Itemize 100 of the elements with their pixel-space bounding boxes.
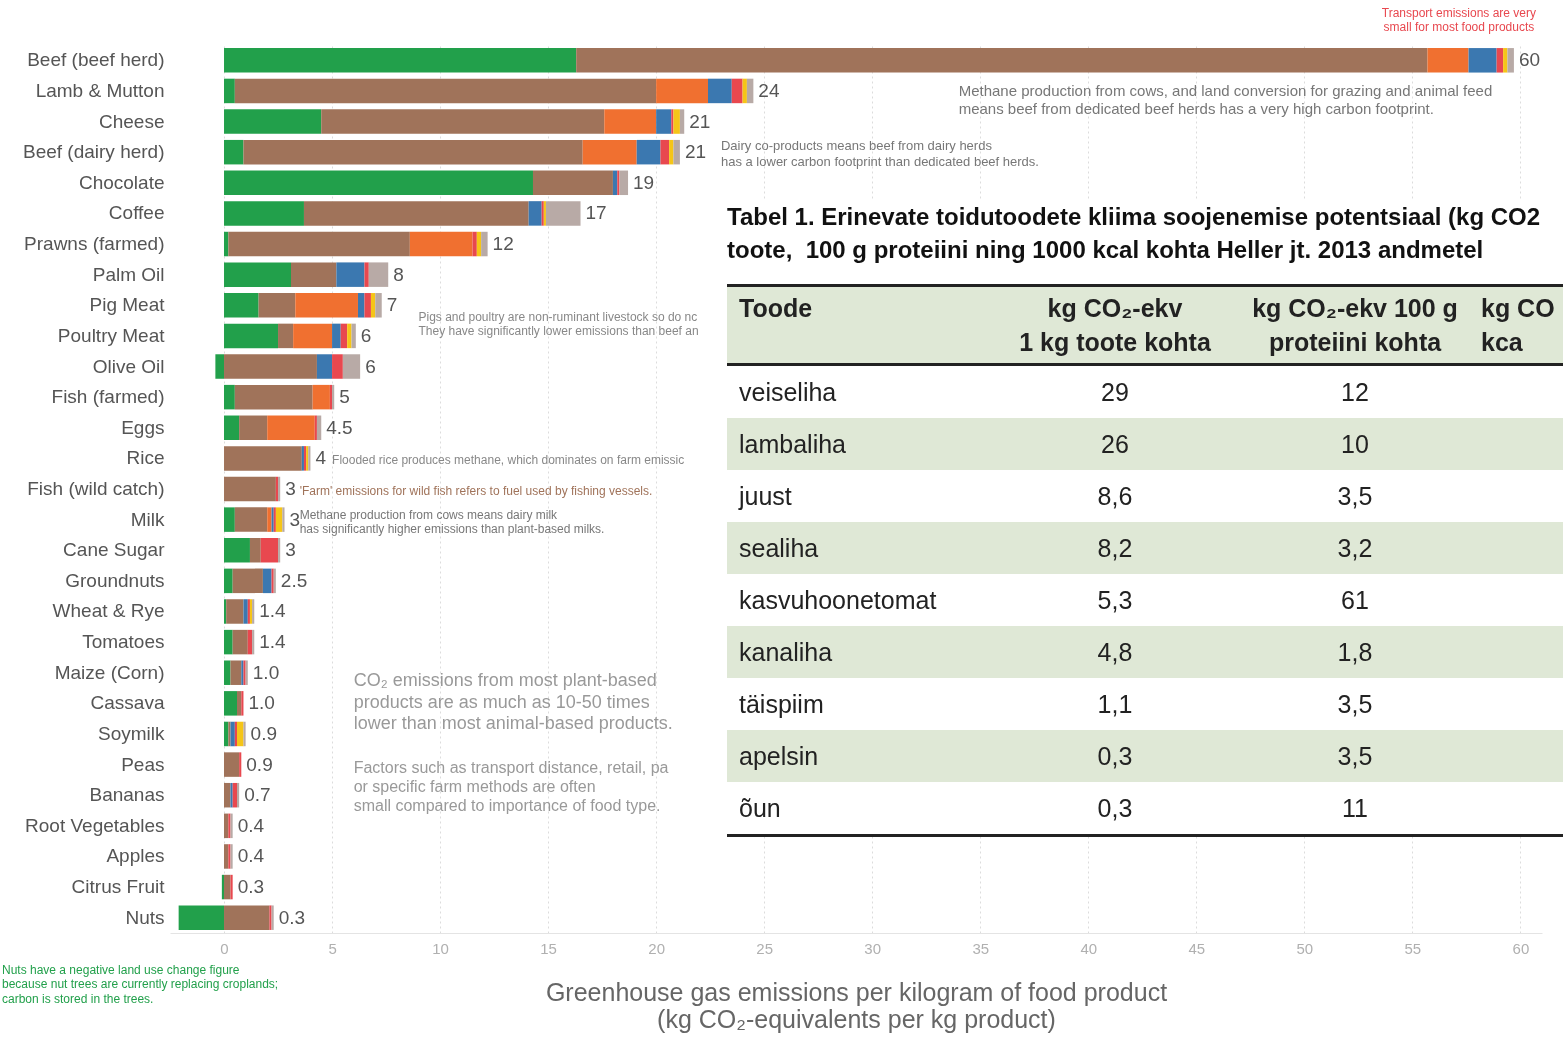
bar: [228, 231, 410, 257]
category-label: kg CO kca: [1475, 285, 1563, 365]
bar: [375, 293, 382, 318]
bar: [528, 201, 542, 226]
y-tick-label: Root Vegetables: [25, 814, 165, 836]
bar: [746, 78, 754, 104]
bar: [1427, 48, 1469, 73]
x-tick-label: 15: [540, 939, 557, 957]
x-tick-label: 5: [328, 939, 337, 957]
annotation: CO₂ emissions from most plant-based products are as much as 10-50 times lower than most animal-based products.: [353, 670, 673, 734]
bar: [241, 691, 244, 716]
total-label: 7: [386, 294, 398, 316]
total-label: 0.3: [237, 876, 265, 898]
bar: [342, 354, 361, 379]
bar: [224, 752, 240, 777]
total-label: 17: [585, 202, 607, 224]
category-label: lambaliha: [739, 429, 847, 458]
bar: [364, 293, 371, 318]
bar: [224, 813, 229, 839]
total-label: 1.4: [259, 600, 287, 622]
x-tick-label: 30: [864, 939, 882, 957]
bar: [224, 476, 276, 502]
bar: [636, 139, 661, 165]
bar: [224, 446, 302, 471]
bar: [673, 109, 680, 134]
annotation: Flooded rice produces methane, which dominates on farm emissic: [332, 453, 685, 467]
x-tick-label: 20: [648, 939, 665, 957]
text: Transport emissions are very small for most food products: [1381, 6, 1537, 35]
bar: [224, 354, 317, 379]
y-tick-label: Cane Sugar: [63, 539, 166, 561]
bar: [476, 231, 482, 257]
bar: [291, 262, 337, 287]
bar: [275, 507, 283, 532]
bar: [243, 139, 583, 165]
bar: [368, 262, 389, 287]
category-label: kg CO₂-ekv 1 kg toote kohta: [995, 285, 1235, 365]
bar: [303, 201, 529, 226]
y-tick-label: Wheat & Rye: [52, 600, 165, 622]
bar: [224, 231, 229, 257]
y-tick-label: Groundnuts: [65, 569, 165, 591]
text: 1,1: [1097, 689, 1133, 718]
bar: [679, 109, 685, 134]
total-label: 0.7: [244, 784, 271, 806]
bar: [1496, 48, 1504, 73]
bar: [249, 537, 261, 563]
bar: [312, 384, 330, 410]
bar: [252, 629, 255, 655]
bar: [224, 109, 322, 134]
bar: [1503, 48, 1508, 73]
bar: [532, 170, 613, 196]
bar: [708, 78, 732, 104]
total-label: 1.0: [252, 661, 280, 683]
bar: [347, 323, 352, 349]
bar: [247, 629, 253, 655]
bar: [582, 139, 637, 165]
bar: [239, 415, 268, 441]
bar: [228, 721, 231, 747]
text: 3,5: [1337, 481, 1373, 510]
bar: [316, 415, 322, 441]
x-tick-label: 35: [972, 939, 990, 957]
bar: [258, 293, 296, 318]
bar: [232, 629, 248, 655]
text: 61: [1341, 585, 1369, 614]
bar: [224, 844, 229, 869]
text: 8,6: [1097, 481, 1133, 510]
total-label: 0.4: [237, 814, 265, 836]
bar: [221, 874, 225, 900]
bar: [673, 139, 680, 165]
bar: [234, 721, 237, 747]
category-label: kasvuhoonetomat: [739, 585, 937, 614]
bar: [364, 262, 369, 287]
x-axis-title: Greenhouse gas emissions per kilogram of food product (kg CO₂-equivalents per kg product): [545, 977, 1168, 1033]
bar: [660, 139, 670, 165]
category-label: veiseliha: [739, 377, 837, 406]
text: 0,3: [1097, 793, 1133, 822]
x-tick-label: 45: [1188, 939, 1206, 957]
bar: [293, 323, 333, 349]
total-label: 1.4: [259, 631, 287, 653]
bar: [282, 507, 285, 532]
category-label: apelsin: [739, 741, 819, 770]
bar: [576, 48, 1428, 73]
y-tick-label: Coffee: [108, 202, 165, 224]
text: Toode: [727, 285, 995, 365]
total-label: 2.5: [280, 569, 308, 591]
bar: [234, 384, 313, 410]
category-label: sealiha: [739, 533, 819, 562]
total-label: 8: [393, 263, 404, 285]
bar: [230, 782, 233, 808]
bar: [472, 231, 477, 257]
bar: [178, 905, 225, 930]
y-tick-label: Beef (dairy herd): [22, 141, 165, 163]
y-tick-label: Tomatoes: [82, 631, 165, 653]
y-tick-label: Fish (wild catch): [27, 478, 165, 499]
bar: [239, 752, 242, 777]
bar: [224, 905, 270, 930]
y-tick-label: Rice: [126, 447, 165, 469]
y-tick-label: Cheese: [99, 110, 165, 132]
bar: [278, 537, 281, 563]
bar: [232, 568, 263, 594]
total-label: 4: [315, 447, 327, 469]
